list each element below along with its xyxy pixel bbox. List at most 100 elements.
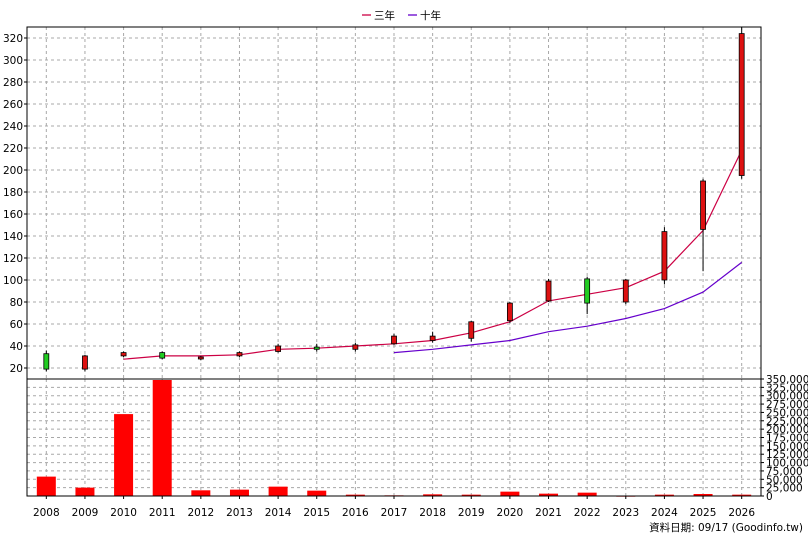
volume-bar-2020 <box>500 491 520 496</box>
volume-bar-2009 <box>75 487 95 496</box>
x-axis: 2008 2009 2010 2011 2012 2013 2014 2015 2016 2017… <box>33 496 755 519</box>
volume-tick-label: 75,000 <box>766 466 803 478</box>
volume-bar-2016 <box>345 494 365 496</box>
price-tick-label: 80 <box>10 297 23 309</box>
volume-tick-label: 325,000 <box>766 382 808 394</box>
candle-2019 <box>468 320 475 342</box>
candle-2023 <box>622 278 629 305</box>
volume-tick-label: 125,000 <box>766 449 808 461</box>
volume-bar-2024 <box>654 494 674 496</box>
x-tick-label: 2025 <box>690 507 717 519</box>
candle-body <box>622 279 629 303</box>
volume-bar-2008 <box>36 476 56 496</box>
price-tick-label: 20 <box>10 363 23 375</box>
candle-body <box>43 353 50 370</box>
x-tick-label: 2012 <box>187 507 214 519</box>
candle-2025 <box>700 178 706 272</box>
price-tick-label: 240 <box>3 121 23 133</box>
candle-2021 <box>545 278 552 302</box>
price-tick-label: 180 <box>3 187 23 199</box>
x-tick-label: 2017 <box>381 507 408 519</box>
candle-2008 <box>43 350 50 372</box>
price-tick-label: 100 <box>3 275 23 287</box>
x-tick-label: 2009 <box>72 507 99 519</box>
price-tick-label: 60 <box>10 319 23 331</box>
candle-2024 <box>661 227 668 285</box>
price-tick-label: 160 <box>3 209 23 221</box>
x-tick-label: 2018 <box>419 507 446 519</box>
volume-tick-label: 350,000 <box>766 374 808 386</box>
source-label: 資料日期: 09/17 (Goodinfo.tw) <box>649 521 803 534</box>
x-tick-label: 2015 <box>303 507 330 519</box>
candle-body <box>159 352 166 359</box>
candle-body <box>313 346 320 350</box>
volume-bar-2012 <box>191 490 211 496</box>
volume-bar-2018 <box>423 494 443 496</box>
candle-2014 <box>275 343 282 353</box>
legend: 三年 十年 <box>362 9 441 22</box>
volume-bar-2013 <box>229 489 249 496</box>
volume-y-axis: 025,00050,00075,000100,000125,000150,000… <box>761 374 808 503</box>
x-tick-label: 2020 <box>497 507 524 519</box>
candle-body <box>275 345 282 352</box>
candlesticks <box>43 27 745 372</box>
candle-body <box>236 352 243 357</box>
price-tick-label: 120 <box>3 253 23 265</box>
candle-body <box>545 280 552 302</box>
candle-body <box>197 356 204 360</box>
candle-body <box>738 33 745 176</box>
volume-tick-label: 150,000 <box>766 441 808 453</box>
x-tick-label: 2026 <box>728 507 755 519</box>
price-grid <box>27 27 761 379</box>
volume-bar-2021 <box>539 493 559 496</box>
x-tick-label: 2023 <box>612 507 639 519</box>
price-tick-label: 300 <box>3 55 23 67</box>
candle-body <box>506 302 513 322</box>
volume-tick-label: 175,000 <box>766 433 808 445</box>
price-tick-label: 200 <box>3 165 23 177</box>
x-tick-label: 2008 <box>33 507 60 519</box>
x-tick-label: 2014 <box>265 507 292 519</box>
x-tick-label: 2024 <box>651 507 678 519</box>
candle-2016 <box>352 342 359 352</box>
price-tick-label: 220 <box>3 143 23 155</box>
candle-body <box>391 335 397 345</box>
candle-body <box>661 231 668 281</box>
x-tick-label: 2022 <box>574 507 601 519</box>
price-y-axis: 20 40 60 80 100 120 140 160 180 200 220 240 260 280 30… <box>3 33 27 375</box>
candle-2022 <box>584 276 591 315</box>
volume-bar-2019 <box>461 494 481 496</box>
volume-tick-label: 0 <box>766 491 773 503</box>
x-tick-label: 2016 <box>342 507 369 519</box>
volume-bar-2026 <box>732 494 752 496</box>
volume-tick-label: 300,000 <box>766 391 808 403</box>
candle-body <box>468 321 475 339</box>
candle-2018 <box>429 331 436 343</box>
volume-bar-2014 <box>268 486 288 496</box>
x-tick-label: 2019 <box>458 507 485 519</box>
candle-body <box>429 335 436 341</box>
volume-tick-label: 100,000 <box>766 458 808 470</box>
volume-tick-label: 250,000 <box>766 407 808 419</box>
x-tick-label: 2011 <box>149 507 176 519</box>
candle-2011 <box>159 351 166 360</box>
volume-tick-label: 200,000 <box>766 424 808 436</box>
legend-item-十年: 十年 <box>408 9 441 22</box>
series-line-十年 <box>393 261 743 354</box>
price-tick-label: 280 <box>3 77 23 89</box>
volume-bar-2011 <box>152 380 172 496</box>
volume-panel-frame <box>26 378 762 497</box>
candle-2013 <box>236 351 243 357</box>
volume-tick-label: 275,000 <box>766 399 808 411</box>
volume-tick-label: 50,000 <box>766 474 803 486</box>
candle-2010 <box>120 351 127 357</box>
volume-bar-2010 <box>114 414 134 496</box>
candle-body <box>584 278 591 304</box>
price-tick-label: 140 <box>3 231 23 243</box>
x-tick-label: 2010 <box>110 507 137 519</box>
volume-bar-2025 <box>693 493 713 496</box>
candle-2026 <box>738 27 745 179</box>
candle-body <box>82 355 88 370</box>
